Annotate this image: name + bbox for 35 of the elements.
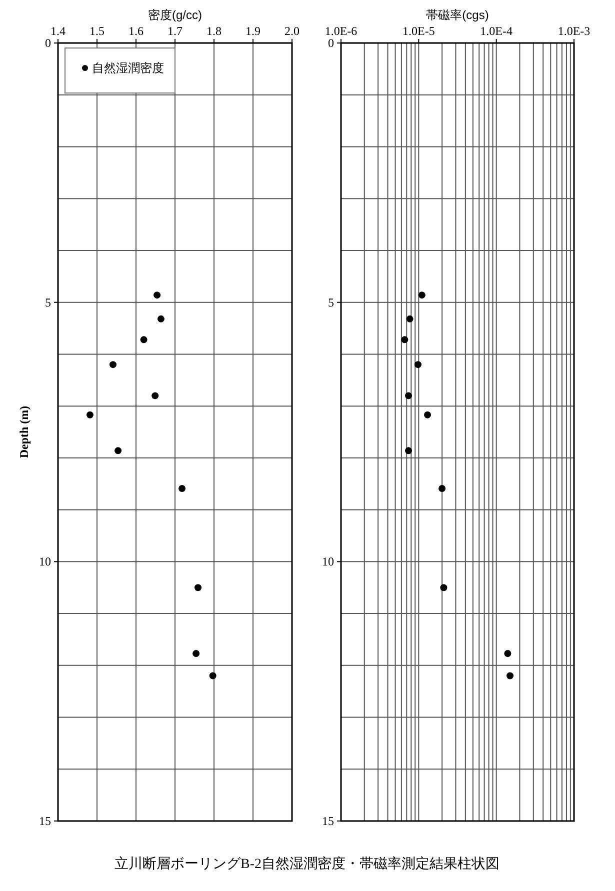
x-tick-label: 1.4 [50,24,66,38]
y-tick-label: 10 [39,554,51,569]
y-tick-label: 0 [45,36,51,50]
y-tick-label: 0 [328,36,334,50]
point [209,672,216,680]
x-axis-title: 密度(g/cc) [148,8,202,22]
point [194,584,202,592]
point [114,447,122,454]
x-tick-label: 1.0E-6 [324,24,358,38]
x-tick-label: 1.0E-4 [480,24,512,38]
point [192,650,200,657]
text: 立川断層ボーリングB-2自然湿潤密度・帯磁率測定結果柱状図 [114,856,500,872]
y-axis-title: Depth (m) [17,406,31,458]
x-tick-label: 1.8 [206,24,222,38]
point [140,336,148,344]
x-tick-label: 1.0E-5 [402,24,435,38]
point [154,292,161,299]
point [86,411,94,418]
x-tick-label: 1.7 [168,24,182,38]
legend-label: 自然湿潤密度 [92,61,164,75]
point [109,361,116,368]
x-tick-label: 1.9 [246,24,260,38]
x-tick-label: 1.6 [128,24,144,38]
point [152,392,159,400]
x-tick-label: 2.0 [284,24,300,38]
y-tick-label: 15 [322,814,334,828]
y-tick-label: 5 [328,295,334,310]
y-tick-label: 10 [322,554,334,569]
y-tick-label: 5 [45,295,51,310]
x-axis-title: 帯磁率(cgs) [426,8,489,22]
y-tick-label: 15 [39,814,51,828]
point [178,485,186,492]
point [157,315,164,322]
x-tick-label: 1.0E-3 [558,24,590,38]
x-tick-label: 1.5 [90,24,104,38]
